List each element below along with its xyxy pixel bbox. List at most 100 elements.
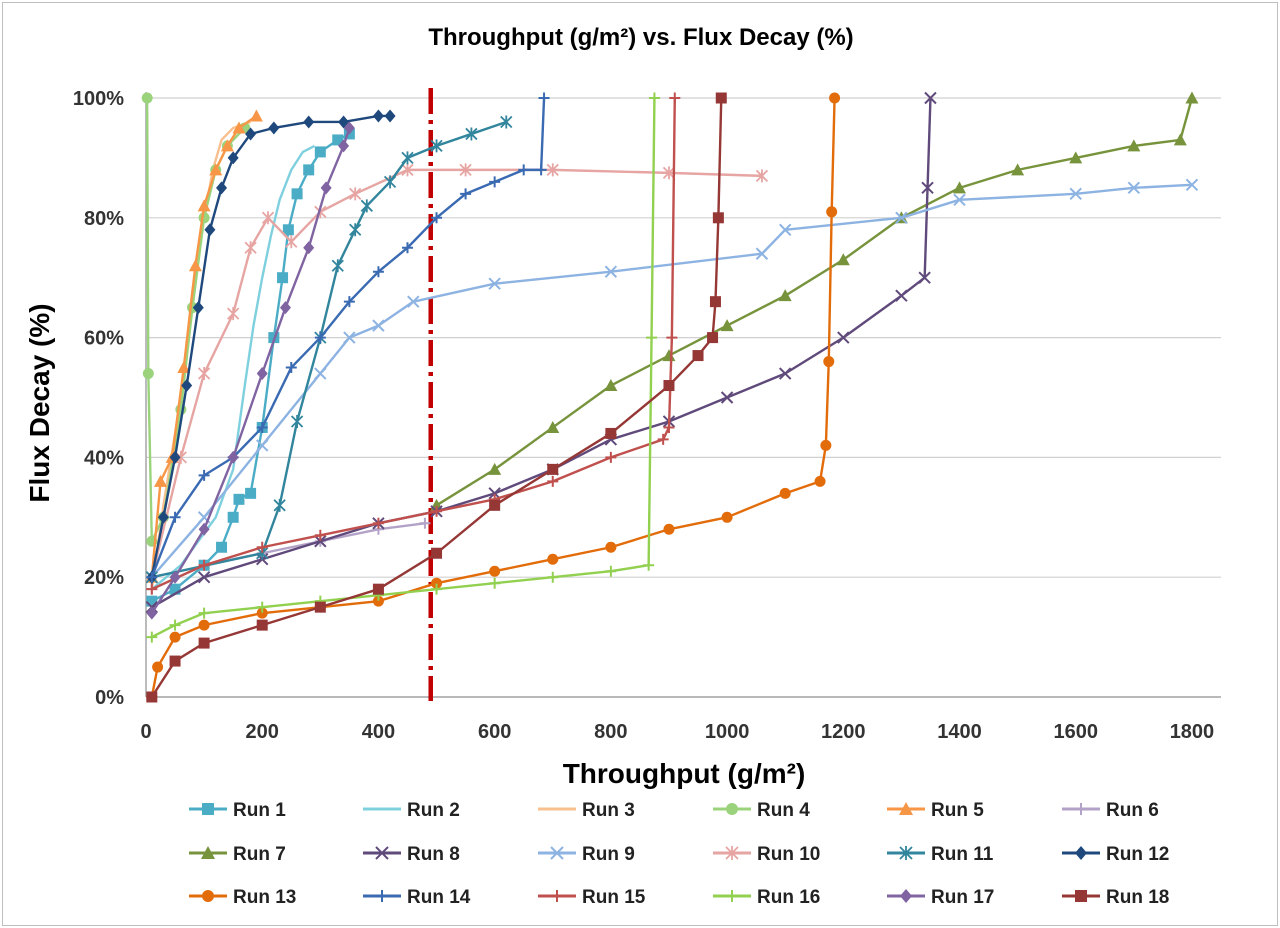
data-point-run-17: [279, 301, 291, 315]
y-tick-label: 0%: [95, 687, 124, 709]
data-point-run-17: [198, 522, 210, 536]
data-point-run-9: [1185, 178, 1199, 192]
data-point-run-14: [198, 469, 210, 481]
legend-marker-run-12: [1075, 846, 1087, 860]
legend-marker-run-16: [726, 890, 738, 902]
data-point-run-10: [261, 211, 275, 225]
data-point-run-17: [320, 181, 332, 195]
data-point-run-13: [779, 487, 791, 499]
data-point-run-16: [648, 92, 660, 104]
legend-marker-run-9: [550, 846, 564, 860]
data-point-run-8: [314, 535, 327, 548]
y-tick-label: 100%: [73, 88, 124, 110]
data-point-run-13: [198, 619, 210, 631]
data-point-run-16: [198, 607, 210, 619]
legend-item-run-1: Run 1: [189, 800, 286, 821]
series-run-9: [145, 178, 1199, 584]
data-point-run-7: [1185, 91, 1199, 104]
y-tick-label: 60%: [84, 328, 124, 350]
data-point-run-14: [518, 164, 530, 176]
data-point-run-13: [829, 92, 841, 104]
data-point-run-7: [604, 379, 618, 392]
data-point-run-9: [755, 247, 769, 260]
data-point-run-7: [546, 420, 560, 433]
legend-marker-run-11: [899, 846, 913, 860]
legend-label-run-5: Run 5: [931, 800, 984, 821]
legend-label-run-8: Run 8: [407, 844, 460, 865]
legend-item-run-9: Run 9: [538, 844, 635, 865]
data-point-run-18: [431, 547, 443, 559]
data-point-run-13: [721, 511, 733, 523]
data-point-run-18: [692, 350, 704, 362]
series-run-18: [146, 92, 727, 703]
data-point-run-9: [895, 211, 908, 225]
data-point-run-11: [401, 151, 414, 165]
data-point-run-9: [1127, 181, 1141, 195]
data-point-run-13: [256, 607, 268, 619]
series-line-run-2: [151, 144, 316, 591]
data-point-run-17: [303, 241, 315, 255]
legend-item-run-10: Run 10: [713, 844, 820, 865]
x-tick-label: 1600: [1053, 721, 1098, 743]
data-point-run-10: [349, 187, 362, 201]
data-point-run-15: [146, 583, 158, 595]
data-point-run-10: [227, 307, 240, 321]
data-point-run-14: [460, 188, 472, 200]
series-run-15: [146, 92, 681, 595]
data-point-run-11: [360, 199, 373, 213]
x-axis-label: Throughput (g/m²): [563, 758, 806, 789]
data-point-run-14: [146, 571, 158, 583]
chart-svg: Throughput (g/m²) vs. Flux Decay (%) 0% 2…: [24, 24, 1221, 908]
legend-label-run-6: Run 6: [1106, 800, 1159, 821]
data-point-run-18: [709, 296, 721, 308]
data-point-run-18: [707, 332, 719, 344]
data-point-run-13: [814, 475, 826, 487]
data-point-run-12: [181, 379, 193, 393]
legend-item-run-14: Run 14: [363, 887, 471, 908]
data-point-run-10: [285, 235, 298, 249]
data-point-run-17: [338, 139, 350, 153]
series-line-run-17: [150, 127, 351, 614]
data-point-run-14: [538, 92, 550, 104]
data-point-run-16: [646, 332, 658, 344]
data-point-run-18: [169, 655, 181, 667]
series-line-run-16: [151, 97, 656, 639]
data-point-run-13: [169, 631, 181, 643]
data-point-run-18: [663, 380, 675, 392]
y-axis-label: Flux Decay (%): [24, 303, 55, 502]
data-point-run-9: [256, 439, 269, 452]
series-line-run-18: [150, 97, 723, 698]
data-point-run-11: [500, 115, 513, 129]
x-tick-label: 1000: [705, 721, 750, 743]
data-point-run-16: [605, 565, 617, 577]
data-point-run-5: [209, 163, 223, 176]
data-point-run-14: [343, 296, 355, 308]
series-line-run-14: [150, 97, 546, 578]
data-point-run-12: [204, 223, 216, 237]
data-point-run-1: [233, 493, 245, 505]
legend-label-run-15: Run 15: [582, 887, 646, 908]
data-point-run-10: [401, 163, 414, 177]
legend-label-run-12: Run 12: [1106, 844, 1169, 865]
series-group: [141, 91, 1199, 703]
y-tick-label: 40%: [84, 447, 124, 469]
legend-label-run-17: Run 17: [931, 887, 994, 908]
data-point-run-10: [755, 169, 769, 183]
data-point-run-15: [547, 475, 559, 487]
legend-marker-run-14: [376, 890, 388, 902]
legend-label-run-2: Run 2: [407, 800, 460, 821]
data-point-run-16: [256, 601, 268, 613]
data-point-run-10: [459, 163, 472, 177]
series-run-14: [146, 92, 550, 583]
series-line-run-9: [150, 183, 1193, 578]
series-line-run-12: [150, 114, 391, 578]
data-point-run-12: [268, 121, 280, 135]
data-point-run-16: [146, 631, 158, 643]
data-point-run-12: [303, 115, 315, 129]
data-point-run-6: [419, 517, 431, 529]
data-point-run-13: [605, 541, 617, 553]
legend-label-run-14: Run 14: [407, 887, 471, 908]
data-point-run-13: [823, 356, 835, 368]
data-point-run-15: [314, 529, 326, 541]
data-point-run-18: [715, 92, 727, 104]
